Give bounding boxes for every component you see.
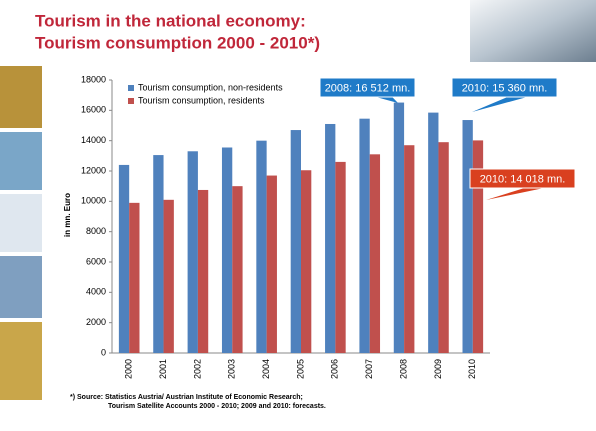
callout (319, 77, 416, 98)
bar (266, 175, 277, 353)
x-tick-label: 2003 (227, 359, 237, 379)
bar (462, 120, 473, 353)
bar (428, 112, 439, 353)
y-tick-label: 12000 (81, 165, 106, 175)
bar (290, 130, 301, 353)
bar (301, 170, 312, 353)
x-tick-label: 2001 (158, 359, 168, 379)
y-tick-label: 10000 (81, 196, 106, 206)
y-tick-label: 4000 (86, 287, 106, 297)
title: Tourism consumption 2000 - 2010*) (35, 33, 320, 52)
y-tick-label: 18000 (81, 74, 106, 84)
bar (197, 189, 209, 353)
y-tick-label: 2000 (86, 317, 106, 327)
callout-label: 2008: 16 512 mn. (325, 82, 411, 94)
footnote: *) Source: Statistics Austria/ Austrian … (70, 394, 303, 401)
bar (369, 154, 381, 353)
callout-label: 2010: 15 360 mn. (462, 82, 548, 94)
x-tick-label: 2005 (295, 359, 305, 379)
bar (325, 123, 336, 353)
bar (335, 161, 346, 353)
callout-label: 2010: 14 018 mn. (480, 173, 566, 185)
legend-swatch (128, 85, 134, 91)
callout-tail (486, 187, 549, 200)
bar (438, 142, 449, 353)
y-tick-label: 0 (101, 347, 106, 357)
x-tick-label: 2009 (433, 359, 443, 379)
legend-label: Tourism consumption, non-residents (138, 82, 283, 92)
y-tick-label: 14000 (81, 135, 106, 145)
bar (472, 140, 484, 353)
x-tick-label: 2004 (261, 359, 271, 379)
callout (469, 168, 576, 189)
side-images (0, 66, 42, 400)
bar (129, 202, 140, 353)
callout-tail (372, 96, 398, 103)
x-tick-label: 2000 (124, 359, 134, 379)
bar (153, 155, 164, 353)
bar (404, 145, 415, 353)
legend-label: Tourism consumption, residents (138, 95, 265, 105)
x-tick-label: 2008 (398, 359, 408, 379)
bar (256, 140, 267, 353)
x-tick-label: 2006 (330, 359, 340, 379)
callout (451, 77, 558, 98)
y-tick-label: 8000 (86, 226, 106, 236)
bar (187, 151, 198, 353)
title: Tourism in the national economy: (35, 11, 306, 30)
x-tick-label: 2002 (192, 359, 202, 379)
callout-tail (472, 96, 531, 112)
x-tick-label: 2007 (364, 359, 374, 379)
y-tick-label: 6000 (86, 256, 106, 266)
bar (221, 147, 233, 353)
bar (232, 186, 243, 353)
bar (163, 199, 174, 353)
y-tick-label: 16000 (81, 105, 106, 115)
x-tick-label: 2010 (467, 359, 477, 379)
footnote: Tourism Satellite Accounts 2000 - 2010; … (108, 403, 326, 410)
bar (359, 118, 370, 353)
bar (393, 102, 405, 354)
header-image (470, 0, 596, 62)
y-axis-label: in mn. Euro (63, 193, 72, 237)
legend-swatch (128, 98, 134, 104)
bar (118, 164, 130, 353)
